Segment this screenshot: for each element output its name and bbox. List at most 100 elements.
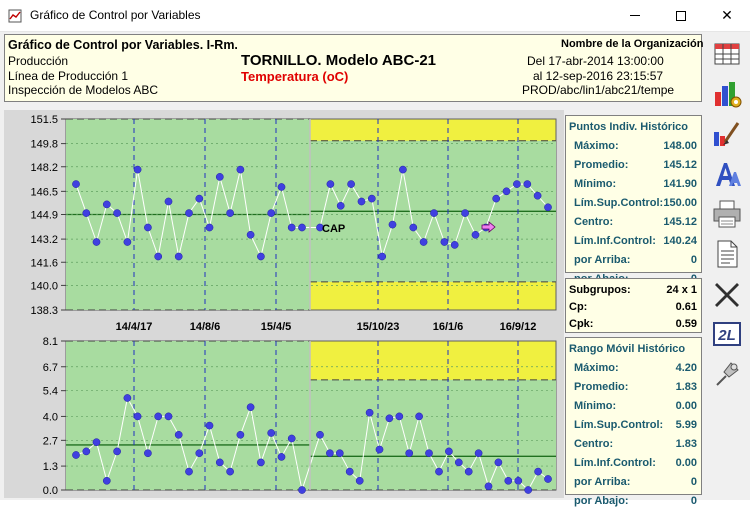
individual-panel-title: Puntos Indiv. Histórico — [569, 121, 688, 133]
capability-stat-label: Subgrupos: — [569, 284, 631, 296]
indiv-stat-label: Lím.Inf.Control: — [574, 235, 656, 247]
document-icon — [717, 240, 738, 268]
moving-range-y-tick-label: 4.0 — [43, 411, 58, 423]
range-stat-row: Mínimo: 0.00 — [566, 398, 701, 417]
maximize-icon — [676, 10, 686, 21]
indiv-stat-label: Promedio: — [574, 159, 629, 171]
chart-settings-button[interactable] — [709, 76, 745, 112]
range-stat-label: Centro: — [574, 438, 614, 450]
moving-range-data-point — [326, 449, 334, 458]
range-stat-value: 0.00 — [675, 457, 697, 469]
close-button[interactable]: ✕ — [704, 0, 750, 31]
font-button[interactable] — [709, 156, 745, 192]
x-tick-label: 16/9/12 — [500, 321, 537, 333]
date-to: al 12-sep-2016 23:15:57 — [533, 69, 664, 83]
capability-stat-label: Cp: — [569, 301, 588, 313]
individual-data-point — [544, 203, 552, 212]
individual-data-point — [226, 209, 234, 217]
range-stat-label: Lím.Inf.Control: — [574, 457, 656, 469]
individual-data-point — [461, 209, 469, 217]
moving-range-data-point — [464, 467, 473, 476]
moving-range-data-point — [405, 449, 414, 458]
capability-stat-value: 0.59 — [675, 318, 697, 330]
indiv-stat-value: 141.90 — [663, 178, 697, 190]
moving-range-data-point — [514, 476, 523, 485]
individual-data-point — [399, 165, 407, 174]
range-stat-row: Máximo: 4.20 — [566, 360, 701, 379]
individual-y-tick-label: 141.6 — [30, 257, 58, 269]
individual-data-point — [326, 180, 335, 188]
moving-range-data-point — [185, 467, 193, 476]
range-stat-value: 1.83 — [675, 381, 697, 393]
x-tick-label: 14/4/17 — [116, 321, 153, 333]
individual-data-point — [533, 191, 542, 200]
range-stat-label: Lím.Sup.Control: — [574, 419, 664, 431]
print-button[interactable] — [709, 196, 745, 232]
two-limits-button[interactable]: 2L — [709, 316, 745, 352]
pin-button[interactable] — [709, 356, 745, 392]
individual-data-point — [316, 223, 324, 232]
indiv-stat-label: Centro: — [574, 216, 614, 228]
table-button[interactable] — [709, 36, 745, 72]
moving-range-y-tick-label: 2.7 — [43, 435, 58, 447]
range-stat-label: por Abajo: — [574, 495, 629, 507]
style-button[interactable] — [709, 116, 745, 152]
minimize-button[interactable] — [612, 0, 658, 31]
range-stat-row: Promedio: 1.83 — [566, 379, 701, 398]
close-chart-button[interactable] — [709, 276, 745, 312]
individual-data-point — [123, 238, 132, 246]
individual-data-point — [367, 194, 376, 203]
indiv-stat-label: Mínimo: — [574, 178, 617, 190]
individual-data-point — [347, 180, 355, 188]
individual-data-point — [236, 165, 245, 174]
moving-range-data-point — [524, 486, 533, 494]
individual-data-point — [113, 209, 121, 217]
moving-range-data-point — [267, 429, 276, 437]
individual-data-point — [357, 197, 366, 206]
x-tick-label: 14/8/6 — [190, 321, 221, 333]
individual-data-point — [154, 252, 163, 261]
moving-range-data-point — [257, 458, 265, 467]
data-path: PROD/abc/lin1/abc21/tempe — [522, 83, 675, 97]
individual-points-panel: Puntos Indiv. Histórico Máximo: 148.00 Pro… — [565, 115, 702, 285]
range-stat-value: 0 — [690, 495, 697, 507]
capability-stat-row: Subgrupos: 24 x 1 — [566, 282, 701, 301]
moving-range-data-point — [385, 414, 394, 423]
moving-range-data-point — [174, 430, 183, 439]
capability-stat-row: Cpk: 0.59 — [566, 316, 701, 335]
individual-data-point — [133, 165, 142, 174]
header-line-3: Inspección de Modelos ABC — [8, 83, 159, 97]
close-x-icon — [715, 283, 739, 307]
printer-icon — [713, 200, 741, 228]
variable-title: Temperatura (oC) — [241, 69, 349, 84]
range-stat-value: 0 — [690, 476, 697, 488]
moving-range-data-point — [164, 412, 173, 421]
indiv-stat-row: Lím.Inf.Control: 140.24 — [566, 233, 701, 252]
individual-y-tick-label: 148.2 — [30, 162, 58, 174]
cap-annotation: CAP — [322, 223, 345, 235]
moving-range-data-point — [287, 434, 296, 443]
window-title: Gráfico de Control por Variables — [30, 8, 201, 22]
moving-range-data-point — [355, 476, 364, 485]
close-icon: ✕ — [721, 7, 733, 23]
moving-range-data-point — [504, 476, 513, 485]
document-button[interactable] — [709, 236, 745, 272]
indiv-stat-value: 145.12 — [663, 216, 697, 228]
maximize-button[interactable] — [658, 0, 704, 31]
moving-range-data-point — [425, 449, 433, 458]
individual-data-point — [215, 173, 224, 181]
header-line-1: Producción — [8, 54, 69, 68]
indiv-stat-value: 148.00 — [663, 140, 697, 152]
product-title: TORNILLO. Modelo ABC-21 — [241, 52, 436, 69]
font-icon — [716, 163, 741, 186]
individual-data-point — [277, 183, 286, 191]
right-toolbar: 2L — [706, 34, 748, 498]
moving-range-y-tick-label: 6.7 — [43, 362, 58, 374]
individual-data-point — [267, 209, 276, 217]
range-stat-label: por Arriba: — [574, 476, 631, 488]
range-stat-value: 5.99 — [675, 419, 697, 431]
range-stat-value: 4.20 — [675, 362, 697, 374]
moving-range-data-point — [544, 475, 552, 483]
moving-range-data-point — [277, 453, 286, 461]
